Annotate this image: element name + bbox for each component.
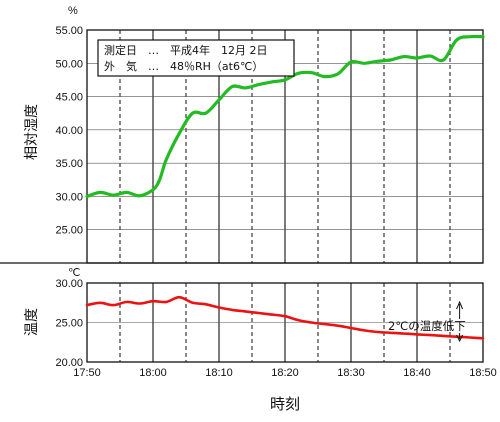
temperature-drop-annotation: 2℃の温度低下 [388, 319, 466, 333]
humidity-unit-label: % [68, 5, 78, 17]
humidity-tick-label: 30.00 [55, 191, 83, 203]
x-axis-title: 時刻 [270, 395, 300, 413]
humidity-axis-title: 相対湿度 [24, 104, 40, 160]
humidity-tick-label: 40.00 [55, 125, 83, 137]
label-layer: 25.00 30.00 35.00 40.00 45.00 50.00 55.00 20.00… [55, 25, 496, 379]
axis-layer [0, 29, 484, 363]
legend-box: 測定日 … 平成4年 12月 2日 外 気 … 48％RH（at6℃） [97, 39, 295, 77]
x-tick-label: 18:10 [205, 367, 233, 379]
legend-line-outside: 外 気 … 48％RH（at6℃） [104, 59, 263, 73]
humidity-series-line [85, 34, 485, 198]
series-layer [85, 34, 485, 340]
humidity-tick-label: 35.00 [55, 158, 83, 170]
humidity-tick-label: 55.00 [55, 25, 83, 37]
temperature-axis-title: 温度 [24, 308, 40, 336]
humidity-tick-label: 50.00 [55, 58, 83, 70]
temperature-unit-label: ℃ [68, 267, 80, 279]
x-tick-label: 18:50 [469, 367, 497, 379]
annotation-arrowhead-down [456, 334, 464, 343]
temperature-tick-label: 25.00 [55, 318, 83, 330]
legend-frame [97, 39, 295, 77]
temperature-tick-label: 20.00 [55, 357, 83, 369]
annotation-arrowhead-up [456, 300, 464, 310]
x-tick-label: 18:30 [337, 367, 365, 379]
humidity-tick-label: 25.00 [55, 225, 83, 237]
legend-line-date: 測定日 … 平成4年 12月 2日 [104, 43, 268, 57]
temperature-plot-frame [86, 282, 484, 363]
x-tick-label: 18:20 [271, 367, 299, 379]
temperature-series-line [85, 295, 485, 340]
x-tick-label: 18:40 [403, 367, 431, 379]
x-tick-label: 18:00 [139, 367, 167, 379]
temperature-tick-label: 30.00 [55, 278, 83, 290]
x-tick-label: 17:50 [73, 367, 101, 379]
humidity-tick-label: 45.00 [55, 92, 83, 104]
